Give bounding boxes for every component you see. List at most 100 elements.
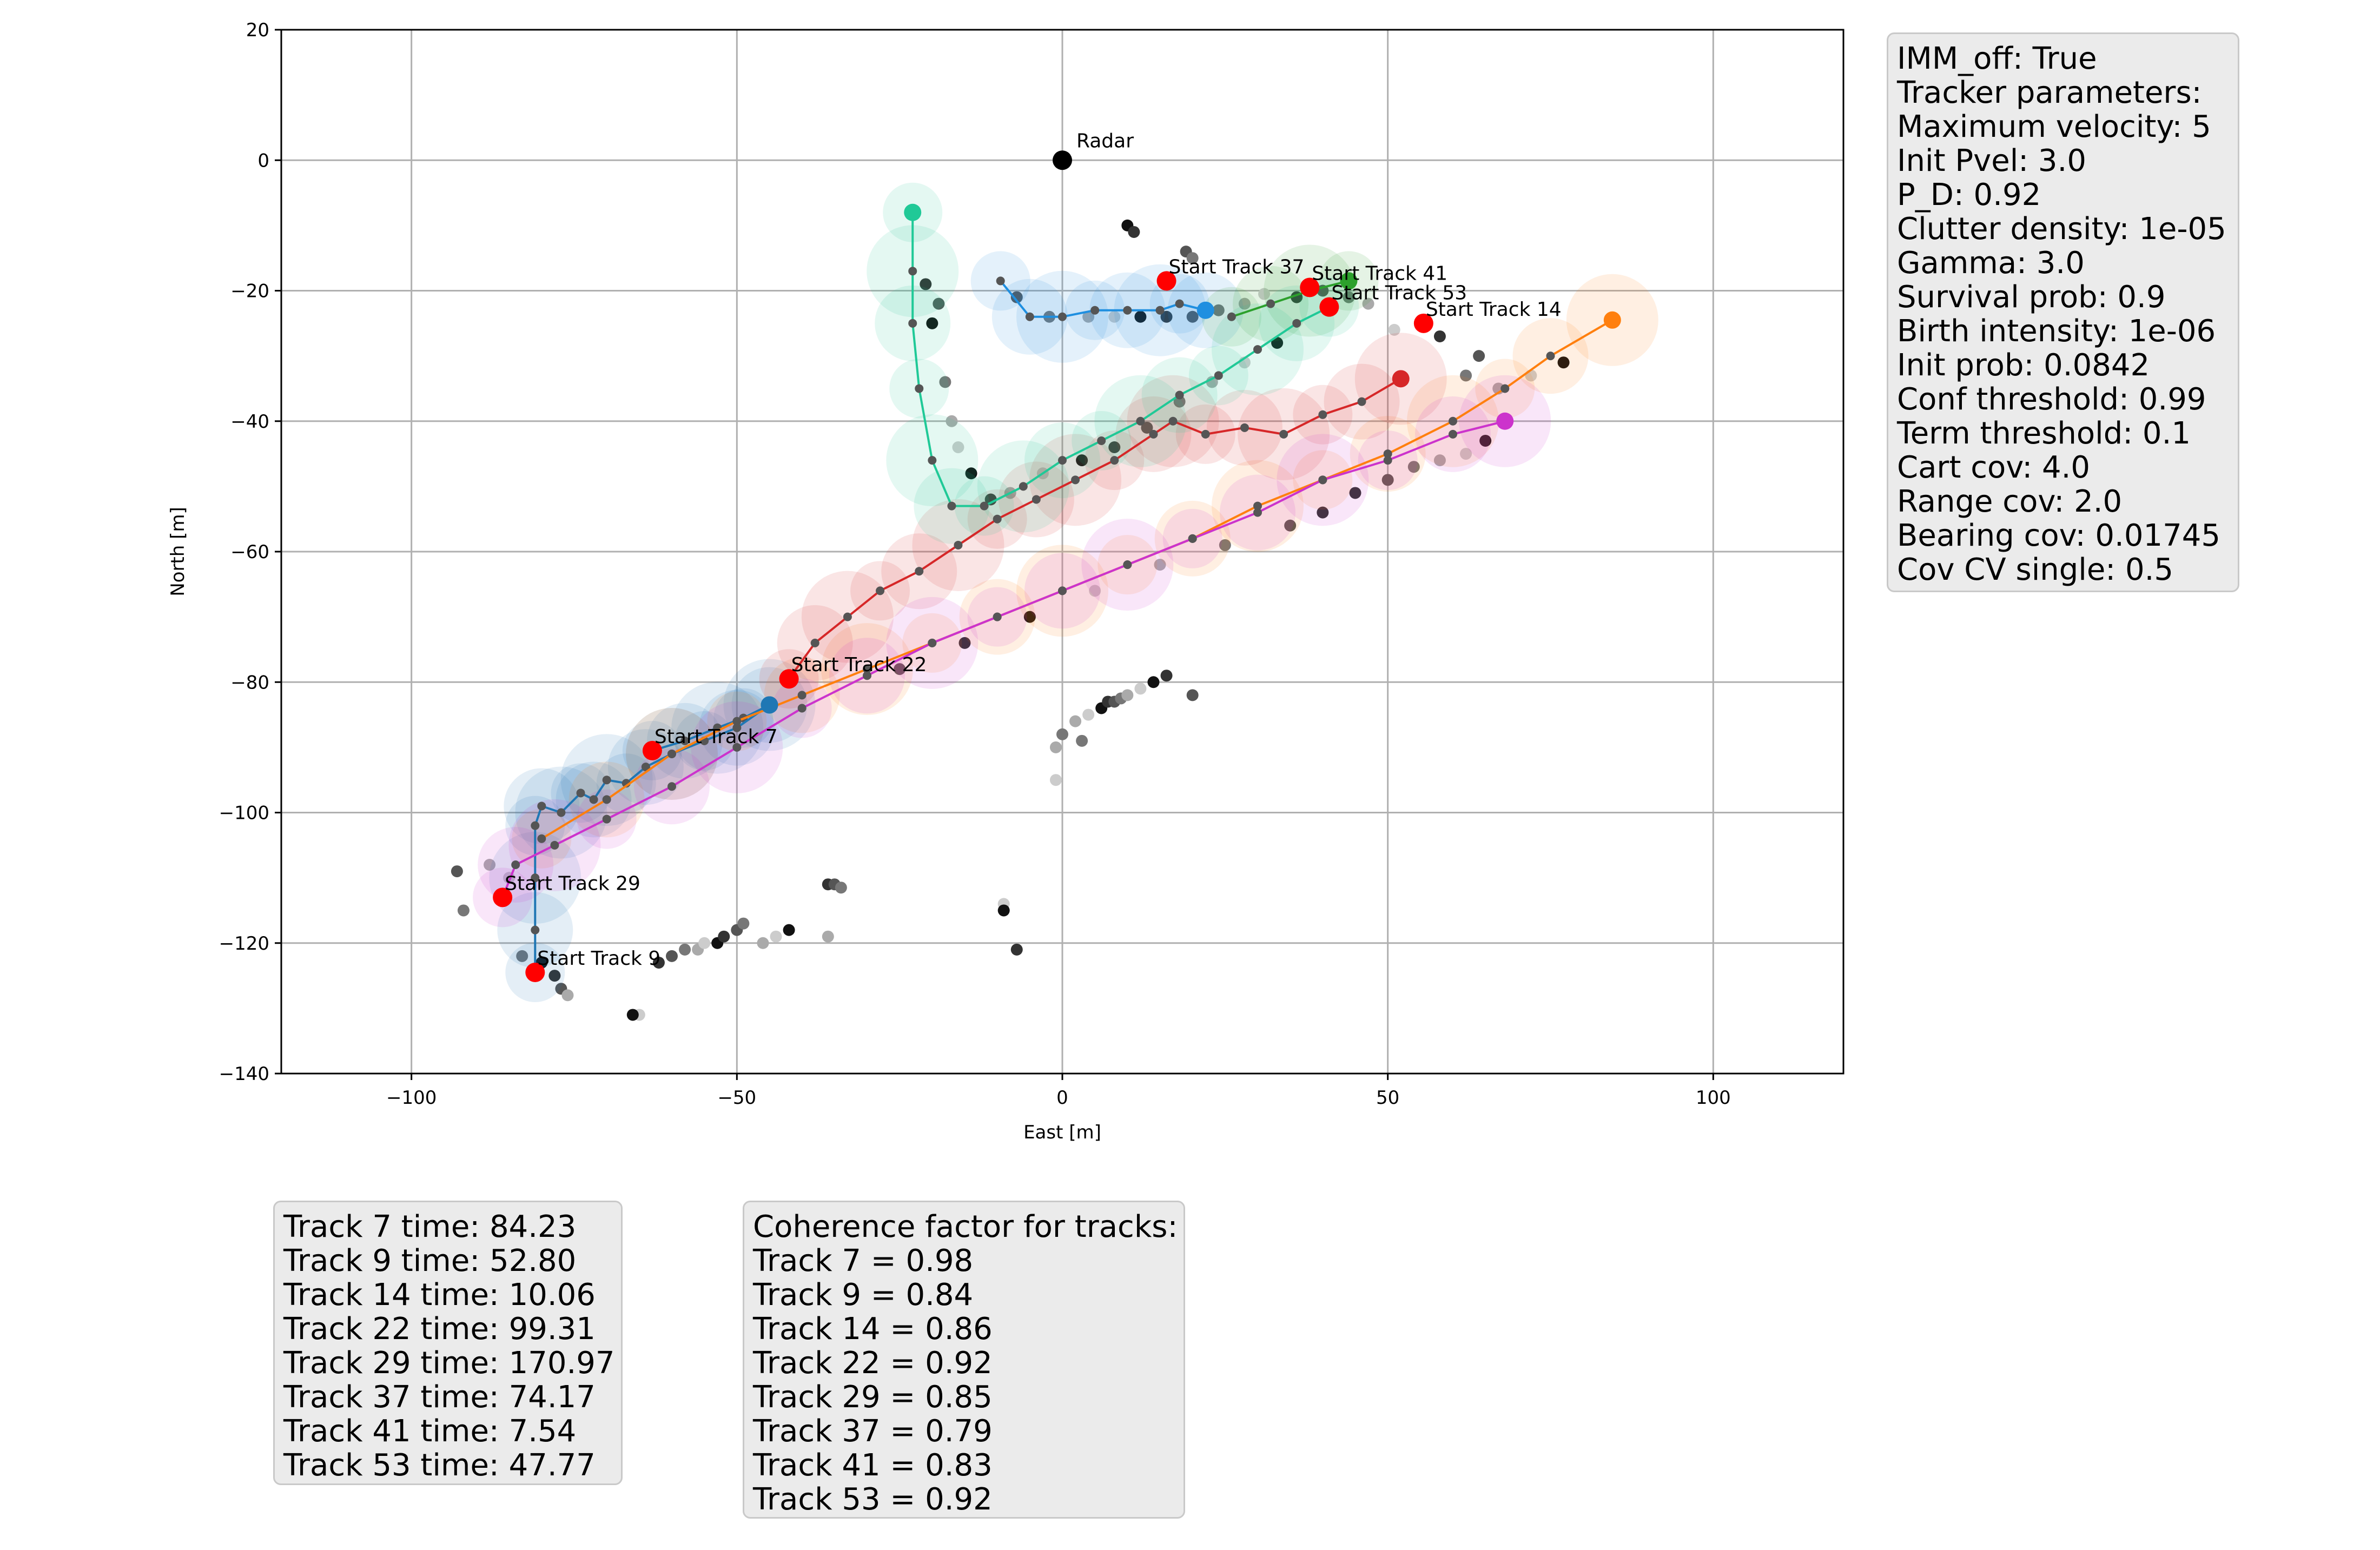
clutter-point bbox=[1010, 291, 1023, 303]
clutter-point bbox=[1160, 310, 1173, 323]
track-53-measurement bbox=[908, 319, 917, 328]
track-29-measurement bbox=[667, 782, 676, 791]
track-22-measurement bbox=[1149, 429, 1158, 439]
times-line: Track 29 time: 170.97 bbox=[283, 1346, 615, 1381]
coherence-line: Track 22 = 0.92 bbox=[753, 1346, 993, 1381]
track-37-end-marker bbox=[1196, 301, 1214, 319]
track-9-measurement bbox=[576, 789, 585, 798]
track-22-measurement bbox=[1201, 429, 1210, 439]
track-14-start-label: Start Track 14 bbox=[1426, 299, 1562, 321]
track-37-measurement bbox=[996, 276, 1005, 286]
track-53-measurement bbox=[1175, 390, 1184, 400]
times-line: Track 7 time: 84.23 bbox=[283, 1209, 577, 1244]
track-22-measurement bbox=[1357, 397, 1366, 406]
clutter-point bbox=[1349, 487, 1361, 499]
clutter-point bbox=[1317, 506, 1329, 519]
clutter-point bbox=[997, 904, 1010, 917]
track-9-measurement bbox=[641, 763, 650, 772]
times-line: Track 37 time: 74.17 bbox=[283, 1380, 596, 1415]
x-tick-label: −50 bbox=[717, 1087, 756, 1109]
track-29-measurement bbox=[993, 612, 1002, 621]
clutter-point bbox=[1076, 734, 1088, 747]
y-tick-label: 20 bbox=[246, 19, 269, 41]
track-53-measurement bbox=[1058, 456, 1067, 465]
track-9-measurement bbox=[531, 873, 540, 883]
track-22-line bbox=[788, 377, 1401, 680]
track-53-line bbox=[911, 212, 1330, 507]
coherence-line: Track 9 = 0.84 bbox=[753, 1277, 974, 1313]
track-markers: Start Track 7 Start Track 9 Start Track 14… bbox=[493, 130, 1621, 983]
times-line: Track 22 time: 99.31 bbox=[283, 1311, 596, 1347]
track-53-measurement bbox=[1136, 416, 1145, 426]
track-22-measurement bbox=[843, 612, 852, 621]
y-tick-label: −100 bbox=[219, 803, 269, 824]
clutter-point bbox=[1141, 421, 1153, 434]
clutter-point bbox=[698, 937, 711, 949]
clutter-point bbox=[1010, 943, 1023, 956]
params-line: Cart cov: 4.0 bbox=[1897, 450, 2091, 485]
clutter-point bbox=[1362, 297, 1374, 310]
track-53-end-marker bbox=[904, 203, 922, 221]
clutter-point bbox=[548, 970, 561, 982]
clutter-point bbox=[457, 904, 470, 917]
track-9-measurement bbox=[531, 925, 540, 935]
track-22-measurement bbox=[1032, 495, 1041, 504]
clutter-point bbox=[783, 924, 795, 936]
clutter-point bbox=[1407, 461, 1420, 473]
params-line: Gamma: 3.0 bbox=[1897, 246, 2085, 281]
track-14-measurement bbox=[537, 834, 546, 843]
clutter-point bbox=[1056, 728, 1068, 740]
clutter-point bbox=[1082, 708, 1095, 721]
track-9-measurement bbox=[537, 802, 546, 811]
track-9-measurement bbox=[732, 723, 742, 732]
coherence-factor-box: Coherence factor for tracks: Track 7 = 0.… bbox=[743, 1201, 1185, 1519]
params-line: Conf threshold: 0.99 bbox=[1897, 382, 2206, 417]
track-37-start-label: Start Track 37 bbox=[1169, 256, 1305, 278]
track-9-measurement bbox=[557, 808, 566, 817]
clutter-point bbox=[952, 441, 964, 453]
clutter-point bbox=[561, 989, 574, 1002]
clutter-point bbox=[1173, 395, 1186, 408]
coherence-line: Coherence factor for tracks: bbox=[753, 1209, 1178, 1244]
x-axis-label: East [m] bbox=[1023, 1122, 1101, 1143]
clutter-point bbox=[926, 317, 938, 329]
track-times-box: Track 7 time: 84.23 Track 9 time: 52.80 Tr… bbox=[273, 1201, 623, 1485]
clutter-point bbox=[965, 467, 977, 480]
clutter-point bbox=[1154, 559, 1166, 571]
clutter-point bbox=[1069, 715, 1082, 727]
track-29-start-marker bbox=[493, 887, 513, 908]
track-14-measurement bbox=[602, 795, 611, 804]
track-14-measurement bbox=[797, 691, 806, 700]
clutter-point bbox=[1186, 252, 1199, 264]
clutter-point bbox=[770, 930, 782, 943]
params-line: Survival prob: 0.9 bbox=[1897, 280, 2166, 315]
params-line: Term threshold: 0.1 bbox=[1897, 416, 2191, 451]
track-29-measurement bbox=[797, 704, 806, 713]
params-line: IMM_off: True bbox=[1897, 41, 2097, 76]
track-7-measurement bbox=[680, 736, 690, 745]
clutter-point bbox=[946, 415, 958, 427]
clutter-point bbox=[1108, 441, 1121, 453]
track-53-measurement bbox=[908, 267, 917, 276]
track-37-measurement bbox=[1058, 312, 1067, 321]
clutter-point bbox=[451, 865, 463, 878]
clutter-point bbox=[1258, 288, 1271, 300]
clutter-point bbox=[1433, 454, 1446, 467]
clutter-point bbox=[1023, 611, 1036, 623]
track-41-measurement bbox=[1266, 299, 1275, 308]
track-14-measurement bbox=[732, 717, 742, 726]
clutter-point bbox=[1381, 474, 1394, 486]
track-22-measurement bbox=[954, 540, 963, 549]
x-tick-label: −100 bbox=[386, 1087, 437, 1109]
clutter-point bbox=[1219, 539, 1231, 551]
track-14-start-marker bbox=[1413, 313, 1433, 333]
track-29-end-marker bbox=[1496, 412, 1514, 430]
clutter-point bbox=[1479, 434, 1492, 447]
track-41-end-marker bbox=[1340, 272, 1358, 290]
y-tick-label: −120 bbox=[219, 933, 269, 955]
track-29-measurement bbox=[1123, 560, 1132, 569]
track-29-measurement bbox=[1318, 475, 1327, 485]
track-29-measurement bbox=[1188, 534, 1197, 543]
clutter-point bbox=[1049, 774, 1062, 786]
track-14-end-marker bbox=[1603, 311, 1621, 329]
